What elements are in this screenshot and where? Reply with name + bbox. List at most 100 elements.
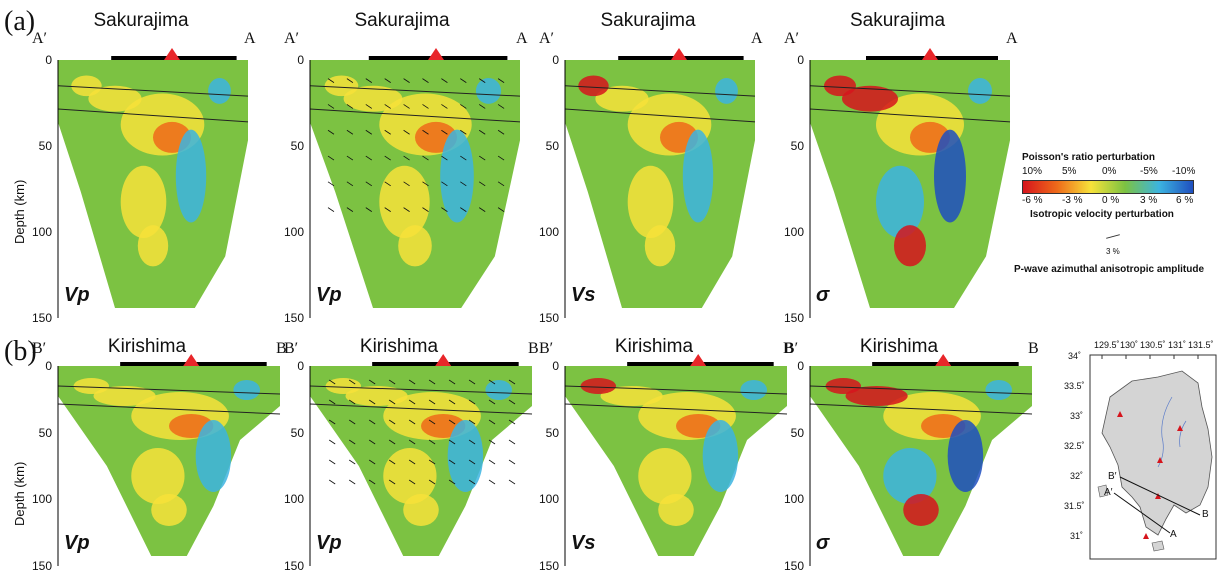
- velocity-anomaly: [398, 225, 432, 267]
- velocity-anomaly: [985, 380, 1013, 400]
- anisotropy-vector: [478, 129, 486, 135]
- anisotropy-vector: [428, 419, 436, 425]
- velocity-anomaly: [475, 78, 502, 104]
- anisotropy-vector: [441, 78, 448, 83]
- velocity-anomaly: [343, 85, 403, 112]
- tomography-plot: [564, 48, 756, 318]
- depth-tick: 100: [31, 492, 52, 507]
- map-lat-tick: 33.5˚: [1064, 381, 1085, 391]
- anisotropy-vector: [497, 207, 505, 212]
- poisson-tick: -10%: [1172, 166, 1196, 177]
- anisotropy-scale-bar: [1106, 234, 1120, 239]
- anisotropy-vector: [388, 379, 396, 385]
- anisotropy-vector: [488, 379, 496, 385]
- anisotropy-vector: [365, 129, 373, 135]
- anisotropy-vector: [327, 129, 335, 135]
- anisotropy-vector: [448, 459, 456, 465]
- depth-tick: 100: [31, 225, 52, 239]
- anisotropy-vector: [327, 155, 335, 161]
- depth-tick: 0: [552, 359, 559, 373]
- profile-end-label: A: [244, 30, 256, 47]
- anisotropy-legend-title: P-wave azimuthal anisotropic amplitude: [1014, 264, 1205, 275]
- cross-section-panel: A′ A Sakurajima 0 50 100 150 σ: [784, 8, 1030, 332]
- anisotropy-vector: [408, 439, 416, 445]
- anisotropy-vector: [403, 181, 410, 187]
- anisotropy-vector: [408, 479, 416, 485]
- map-lat-tick: 31.5˚: [1064, 501, 1085, 511]
- moho-line: [809, 403, 1033, 415]
- poisson-tick: 5%: [1062, 166, 1077, 177]
- map-lon-tick: 131.5˚: [1188, 340, 1214, 350]
- anisotropy-vector: [408, 419, 416, 425]
- depth-tick: 0: [797, 359, 804, 373]
- velocity-anomaly: [883, 448, 937, 504]
- anisotropy-vector: [327, 104, 335, 109]
- moho-line: [809, 108, 1011, 123]
- anisotropy-vector: [460, 104, 467, 109]
- velocity-anomaly: [876, 165, 924, 239]
- anisotropy-vector: [497, 78, 505, 83]
- map-lon-tick: 129.5˚: [1094, 340, 1120, 350]
- cross-section-panel: A′ A Sakurajima 0 50 100 150 Vp: [284, 8, 540, 332]
- anisotropy-vector: [403, 104, 410, 109]
- anisotropy-vector: [403, 155, 410, 161]
- anisotropy-vector: [348, 439, 356, 445]
- volcano-name: Sakurajima: [850, 10, 946, 31]
- anisotropy-vector: [365, 155, 373, 161]
- velocity-anomaly: [324, 75, 359, 97]
- anisotropy-vector: [460, 129, 467, 135]
- anisotropy-vector: [508, 459, 516, 465]
- anisotropy-vector: [460, 181, 467, 187]
- anisotropy-vector: [497, 181, 505, 187]
- panel-parameter-label: Vs: [571, 532, 596, 554]
- tomography-plot: [309, 48, 521, 318]
- profile-end-label: A: [1006, 30, 1018, 47]
- poisson-legend-title: Poisson's ratio perturbation: [1022, 152, 1155, 163]
- volcano-triangle: [935, 354, 952, 366]
- anisotropy-vector: [488, 439, 496, 445]
- anisotropy-vector: [441, 181, 448, 187]
- anisotropy-vector: [508, 419, 516, 425]
- depth-tick: 150: [283, 559, 304, 573]
- volcano-triangle: [671, 48, 687, 60]
- depth-tick: 50: [545, 425, 559, 440]
- anisotropy-vector: [488, 399, 496, 405]
- panel-parameter-label: Vs: [571, 284, 596, 306]
- anisotropy-vector: [441, 104, 448, 109]
- anisotropy-vector: [365, 104, 373, 109]
- anisotropy-scale-value: 3 %: [1106, 247, 1120, 256]
- anisotropy-vector: [408, 399, 416, 405]
- anisotropy-vector: [468, 439, 476, 445]
- anisotropy-vector: [388, 419, 396, 425]
- volcano-marker: [1177, 425, 1183, 431]
- depth-tick: 100: [783, 225, 804, 239]
- conrad-line: [309, 385, 533, 395]
- row-a-label: (a): [4, 6, 36, 37]
- anisotropy-vector: [384, 78, 391, 83]
- depth-tick: 100: [538, 225, 559, 239]
- anisotropy-vector: [508, 399, 516, 405]
- velocity-anomaly: [137, 225, 169, 267]
- cross-section-panel: B′ B Kirishima 0 50 100 150 Vp: [284, 336, 552, 580]
- anisotropy-vector: [346, 129, 354, 135]
- poisson-tick: 10%: [1022, 166, 1043, 177]
- depth-tick: 0: [45, 53, 52, 67]
- map-lon-tick: 131˚: [1168, 340, 1187, 350]
- velocity-anomaly: [702, 420, 739, 492]
- velocity-anomaly: [195, 420, 232, 492]
- anisotropy-vector: [468, 379, 476, 385]
- depth-tick: 150: [538, 311, 559, 325]
- tomography-plot: [809, 354, 1033, 566]
- anisotropy-vector: [348, 399, 356, 405]
- anisotropy-vector: [388, 399, 396, 405]
- velocity-anomaly: [638, 448, 692, 504]
- velocity-anomaly: [131, 448, 185, 504]
- anisotropy-vector: [348, 379, 356, 385]
- anisotropy-vector: [497, 104, 505, 109]
- tomography-plot: [57, 48, 249, 318]
- anisotropy-vector: [460, 155, 467, 161]
- map-lat-tick: 31˚: [1070, 531, 1084, 541]
- velocity-anomaly: [682, 129, 714, 223]
- anisotropy-vector: [422, 181, 429, 187]
- anisotropy-vector: [346, 207, 354, 212]
